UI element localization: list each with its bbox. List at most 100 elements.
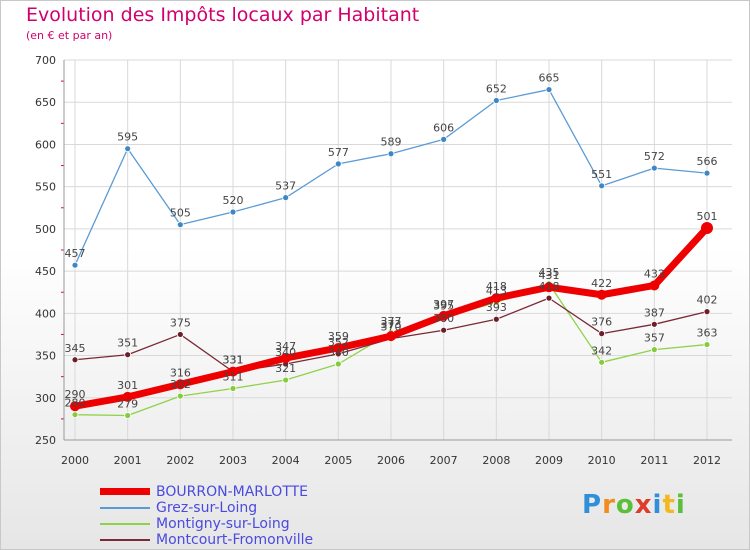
data-label-montigny-sur-loing: 357 [644, 332, 665, 345]
data-label-grez-sur-loing: 606 [433, 121, 454, 134]
data-label-grez-sur-loing: 665 [539, 72, 560, 85]
data-point-grez-sur-loing [124, 145, 132, 153]
legend-swatch-grez-sur-loing [100, 507, 150, 509]
data-label-montcourt-fromonville: 376 [591, 316, 612, 329]
data-point-montigny-sur-loing [334, 360, 342, 368]
chart-title: Evolution des Impôts locaux par Habitant [26, 4, 420, 26]
data-point-bourron-marlotte [122, 391, 133, 402]
data-point-montigny-sur-loing [176, 392, 184, 400]
data-point-montigny-sur-loing [650, 346, 658, 354]
data-label-bourron-marlotte: 373 [381, 318, 402, 331]
data-point-montigny-sur-loing [598, 358, 606, 366]
x-tick-label: 2008 [482, 454, 510, 467]
y-tick-label: 400 [35, 307, 56, 320]
data-point-grez-sur-loing [282, 194, 290, 202]
data-label-grez-sur-loing: 572 [644, 150, 665, 163]
y-tick-label: 700 [35, 54, 56, 67]
data-point-montigny-sur-loing [703, 341, 711, 348]
legend-swatch-montcourt-fromonville [100, 539, 150, 541]
data-point-grez-sur-loing [598, 182, 606, 190]
data-label-montigny-sur-loing: 340 [328, 346, 349, 359]
data-point-bourron-marlotte [280, 353, 291, 364]
data-point-montigny-sur-loing [124, 412, 132, 419]
y-tick-label: 550 [35, 181, 56, 194]
data-label-bourron-marlotte: 433 [644, 267, 665, 280]
data-label-bourron-marlotte: 501 [697, 210, 718, 223]
data-point-grez-sur-loing [545, 86, 553, 93]
data-label-grez-sur-loing: 505 [170, 207, 191, 220]
x-tick-label: 2004 [272, 454, 300, 467]
x-tick-label: 2000 [61, 454, 89, 467]
data-point-grez-sur-loing [440, 135, 448, 143]
data-label-montigny-sur-loing: 395 [433, 300, 454, 313]
data-label-montcourt-fromonville: 393 [486, 301, 507, 314]
y-tick-label: 250 [35, 434, 56, 447]
data-label-montcourt-fromonville: 345 [65, 342, 86, 355]
x-tick-label: 2005 [324, 454, 352, 467]
data-point-montigny-sur-loing [229, 385, 237, 392]
data-point-grez-sur-loing [492, 97, 500, 104]
data-label-montigny-sur-loing: 377 [381, 315, 402, 328]
data-label-grez-sur-loing: 537 [275, 180, 296, 193]
data-label-montigny-sur-loing: 280 [65, 397, 86, 410]
proxiti-logo: Proxiti [582, 490, 686, 520]
data-point-bourron-marlotte [228, 366, 238, 377]
data-point-montcourt-fromonville [598, 330, 606, 338]
data-point-montcourt-fromonville [440, 326, 448, 334]
data-point-montcourt-fromonville [124, 351, 132, 359]
data-label-bourron-marlotte: 301 [117, 379, 138, 392]
data-point-bourron-marlotte [175, 379, 186, 390]
data-point-montcourt-fromonville [545, 294, 553, 302]
x-tick-label: 2012 [693, 454, 721, 467]
data-label-bourron-marlotte: 431 [539, 269, 560, 282]
data-point-bourron-marlotte [596, 289, 607, 300]
legend-label-montigny-sur-loing: Montigny-sur-Loing [156, 516, 290, 532]
data-point-bourron-marlotte [438, 310, 449, 321]
data-label-grez-sur-loing: 520 [223, 194, 244, 207]
data-point-bourron-marlotte [386, 331, 396, 342]
data-label-bourron-marlotte: 331 [223, 354, 244, 367]
data-point-montcourt-fromonville [492, 315, 500, 323]
x-tick-label: 2006 [377, 454, 405, 467]
data-label-grez-sur-loing: 652 [486, 83, 507, 96]
data-label-bourron-marlotte: 359 [328, 330, 349, 343]
data-label-grez-sur-loing: 457 [65, 247, 86, 260]
data-label-grez-sur-loing: 595 [117, 131, 138, 144]
data-point-montcourt-fromonville [71, 356, 79, 364]
x-tick-label: 2003 [219, 454, 247, 467]
data-label-montigny-sur-loing: 413 [486, 284, 507, 297]
data-point-bourron-marlotte [491, 293, 502, 304]
y-tick-label: 300 [35, 392, 56, 405]
data-label-bourron-marlotte: 397 [433, 298, 454, 311]
legend-label-montcourt-fromonville: Montcourt-Fromonville [156, 532, 314, 548]
data-label-montcourt-fromonville: 387 [644, 306, 665, 319]
data-label-montigny-sur-loing: 311 [223, 370, 244, 383]
data-label-montcourt-fromonville: 351 [117, 337, 138, 350]
x-tick-label: 2007 [430, 454, 458, 467]
data-label-montigny-sur-loing: 321 [275, 362, 296, 375]
x-tick-label: 2009 [535, 454, 563, 467]
data-label-montcourt-fromonville: 370 [381, 321, 402, 334]
plot-area [64, 60, 732, 440]
data-label-grez-sur-loing: 589 [381, 136, 402, 149]
data-point-bourron-marlotte [544, 282, 554, 293]
data-point-bourron-marlotte [701, 222, 713, 235]
data-label-montigny-sur-loing: 279 [117, 398, 138, 411]
y-tick-label: 450 [35, 265, 56, 278]
data-label-montcourt-fromonville: 402 [697, 294, 718, 307]
x-tick-label: 2011 [640, 454, 668, 467]
data-point-grez-sur-loing [650, 164, 658, 172]
data-label-montcourt-fromonville: 352 [328, 336, 349, 349]
data-point-grez-sur-loing [703, 169, 711, 177]
x-tick-label: 2010 [588, 454, 616, 467]
legend-swatch-bourron-marlotte [100, 488, 150, 495]
data-label-grez-sur-loing: 551 [591, 168, 612, 181]
x-tick-label: 2001 [114, 454, 142, 467]
data-point-montigny-sur-loing [71, 411, 79, 419]
data-point-grez-sur-loing [387, 150, 395, 158]
data-label-montigny-sur-loing: 363 [697, 327, 718, 340]
data-point-grez-sur-loing [176, 221, 184, 229]
data-point-montcourt-fromonville [176, 331, 184, 338]
